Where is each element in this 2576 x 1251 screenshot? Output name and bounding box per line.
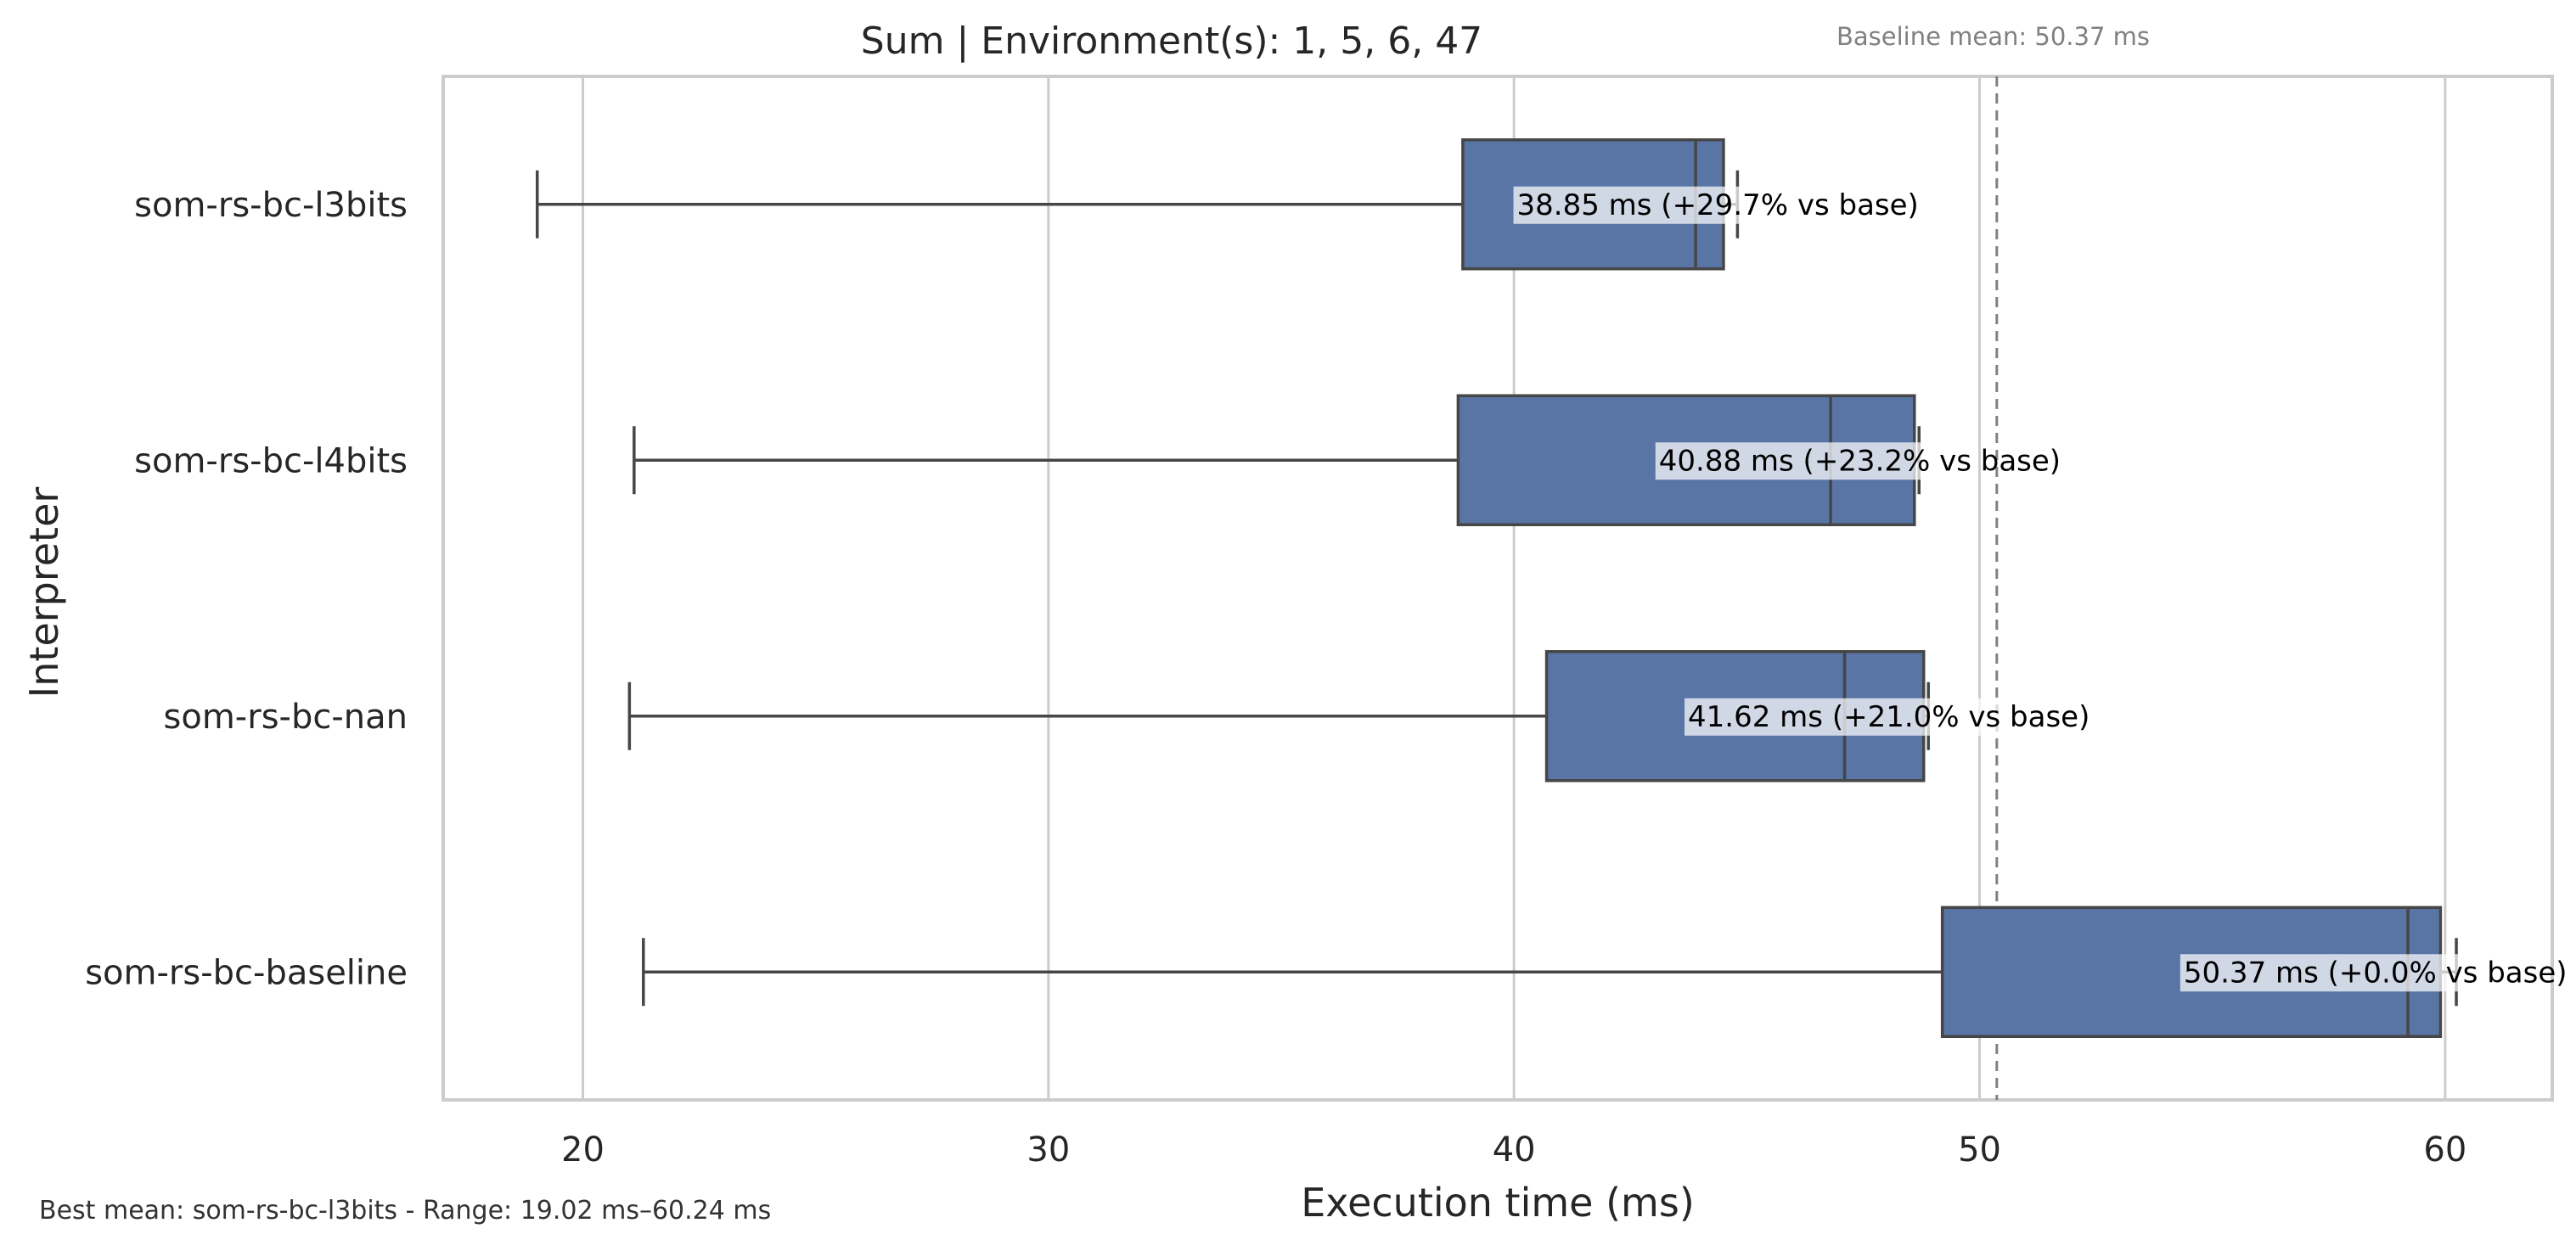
data-label-som-rs-bc-baseline: 50.37 ms (+0.0% vs base) [2184,956,2568,990]
data-label-som-rs-bc-l4bits: 40.88 ms (+23.2% vs base) [1659,444,2061,478]
boxplot-som-rs-bc-nan: 41.62 ms (+21.0% vs base) [627,650,2089,783]
baseline-mean-note: Baseline mean: 50.37 ms [1836,22,2150,51]
y-category-labels: som-rs-bc-l3bits som-rs-bc-l4bits som-rs-b… [85,186,408,993]
x-tick-30: 30 [1026,1130,1070,1170]
x-tick-labels: 20 30 40 50 60 [561,1130,2466,1170]
x-axis-label: Execution time (ms) [1301,1180,1695,1226]
data-label-background [1655,442,1969,480]
footer-note: Best mean: som-rs-bc-l3bits - Range: 19.… [39,1196,771,1226]
x-tick-50: 50 [1958,1130,2001,1170]
boxplots: 38.85 ms (+29.7% vs base) 40.88 ms (+23.2… [536,138,2568,1038]
y-category-som-rs-bc-l4bits: som-rs-bc-l4bits [134,441,408,480]
data-label-som-rs-bc-l3bits: 38.85 ms (+29.7% vs base) [1517,188,1919,222]
x-tick-20: 20 [561,1130,605,1170]
chart-title: Sum | Environment(s): 1, 5, 6, 47 [861,20,1482,63]
x-tick-60: 60 [2423,1130,2466,1170]
y-category-som-rs-bc-l3bits: som-rs-bc-l3bits [134,186,408,225]
data-label-background [2179,954,2480,992]
y-category-som-rs-bc-nan: som-rs-bc-nan [164,698,408,737]
y-axis-label: Interpreter [21,487,67,698]
x-tick-40: 40 [1493,1130,1536,1170]
data-label-background [1685,698,1999,736]
data-label-som-rs-bc-nan: 41.62 ms (+21.0% vs base) [1688,700,2089,734]
y-category-som-rs-bc-baseline: som-rs-bc-baseline [85,953,408,992]
boxplot-som-rs-bc-baseline: 50.37 ms (+0.0% vs base) [642,906,2568,1038]
boxplot-som-rs-bc-l3bits: 38.85 ms (+29.7% vs base) [536,138,1919,271]
data-label-background [1513,186,1827,224]
plot-frame [442,75,2554,1102]
boxplot-som-rs-bc-l4bits: 40.88 ms (+23.2% vs base) [633,394,2061,526]
